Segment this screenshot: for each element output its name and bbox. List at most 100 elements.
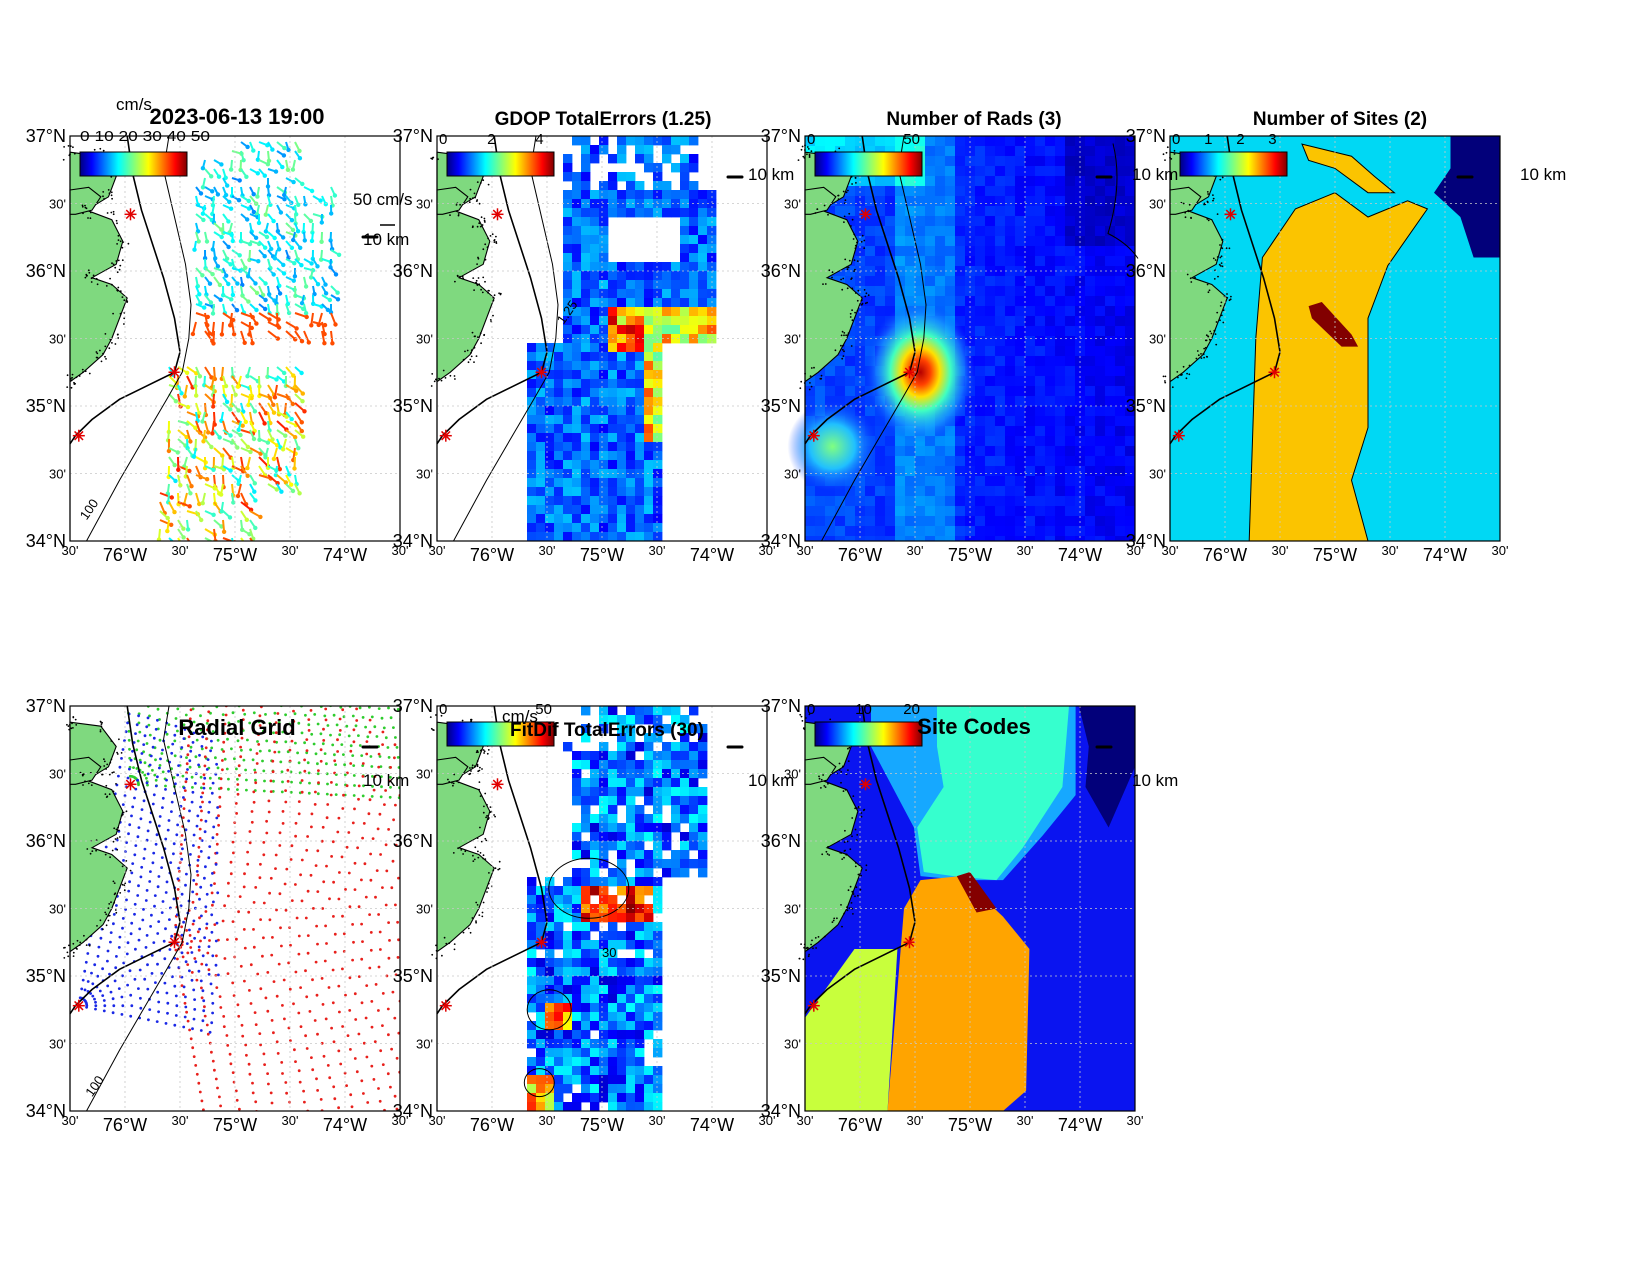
radialgrid-grid-point xyxy=(255,762,259,765)
rads-cell xyxy=(865,536,876,541)
rads-cell xyxy=(905,466,916,477)
gdop-cell xyxy=(680,334,690,344)
rads-cell xyxy=(1035,366,1046,377)
rads-cell xyxy=(805,486,816,497)
radialgrid-grid-point xyxy=(331,620,334,623)
gdop-cell xyxy=(590,208,600,218)
radialgrid-grid-point xyxy=(190,940,193,943)
radialgrid-grid-point xyxy=(153,551,156,554)
radialgrid-grid-point xyxy=(166,645,169,648)
rads-cell xyxy=(875,176,886,187)
sites-shore-dot xyxy=(1213,329,1216,332)
rads-shore-dot xyxy=(828,269,831,272)
radialgrid-grid-point xyxy=(341,603,344,606)
gdop-shore-dot xyxy=(470,351,472,354)
radialgrid-grid-point xyxy=(199,728,203,732)
velocity-vector-head xyxy=(306,340,311,345)
gdop-cell xyxy=(635,478,645,488)
gdop-shore-dot xyxy=(464,350,466,353)
radialgrid-grid-point xyxy=(300,858,304,862)
radialgrid-grid-point xyxy=(273,677,276,680)
velocity-vector-head xyxy=(245,444,251,450)
rads-shore-dot xyxy=(846,266,848,269)
radialgrid-grid-point xyxy=(389,775,392,779)
radialgrid-grid-point xyxy=(384,651,387,654)
rads-cell xyxy=(925,506,936,517)
radialgrid-grid-point xyxy=(247,571,250,574)
velocity-shore-dot xyxy=(84,206,87,209)
gdop-cell xyxy=(590,370,600,380)
gdop-cell xyxy=(563,226,573,236)
gdop-cell xyxy=(626,469,636,479)
gdop-cell xyxy=(689,181,699,191)
gdop-cell xyxy=(653,460,663,470)
velocity-shore-dot xyxy=(112,263,115,266)
gdop-cell xyxy=(644,298,654,308)
radialgrid-grid-point xyxy=(191,1046,195,1050)
gdop-cell xyxy=(599,361,609,371)
gdop-cell xyxy=(563,352,573,362)
gdop-shore-dot xyxy=(482,248,485,251)
rads-cell xyxy=(1085,456,1096,467)
radialgrid-grid-point xyxy=(370,1000,374,1003)
velocity-vector-head xyxy=(166,448,172,454)
radialgrid-grid-point xyxy=(373,669,376,672)
radialgrid-grid-point xyxy=(229,657,232,660)
rads-cell xyxy=(1065,186,1076,197)
radialgrid-grid-point xyxy=(257,567,260,570)
radialgrid-grid-point xyxy=(225,1034,229,1037)
radialgrid-grid-point xyxy=(236,788,239,791)
rads-cell xyxy=(995,296,1006,307)
gdop-cell xyxy=(599,460,609,470)
velocity-vector-head xyxy=(217,282,223,288)
radialgrid-grid-point xyxy=(205,926,209,930)
gdop-cell xyxy=(536,442,546,452)
rads-cell xyxy=(885,306,896,317)
radialgrid-grid-point xyxy=(374,634,377,637)
rads-cell xyxy=(1025,366,1036,377)
gdop-cell xyxy=(635,397,645,407)
radialgrid-grid-point xyxy=(158,738,162,742)
gdop-cell xyxy=(626,442,636,452)
gdop-cell xyxy=(635,262,645,272)
gdop-cell xyxy=(644,514,654,524)
radialgrid-grid-point xyxy=(181,816,185,819)
radialgrid-grid-point xyxy=(189,745,193,749)
velocity-shore-dot xyxy=(66,386,69,388)
rads-cell xyxy=(1045,456,1056,467)
velocity-vector-head xyxy=(188,439,193,444)
rads-cell xyxy=(1115,506,1126,517)
radialgrid-grid-point xyxy=(258,686,261,689)
rads-cell xyxy=(1105,136,1116,147)
radialgrid-grid-point xyxy=(253,1011,257,1014)
rads-cell xyxy=(885,296,896,307)
sites-shore-dot xyxy=(1190,281,1193,283)
rads-cell xyxy=(845,206,856,217)
rads-cell xyxy=(1015,156,1026,167)
gdop-cell xyxy=(644,433,654,443)
rads-cell xyxy=(985,536,996,541)
rads-shore-dot xyxy=(808,388,811,391)
radialgrid-grid-point xyxy=(325,762,328,766)
gdop-cell xyxy=(527,388,537,398)
gdop-cell xyxy=(536,451,546,461)
rads-cell xyxy=(975,146,986,157)
radialgrid-grid-point xyxy=(361,687,364,690)
sites-shore-dot xyxy=(1215,343,1218,346)
gdop-cell xyxy=(698,298,708,308)
rads-cell xyxy=(875,286,886,297)
rads-cell xyxy=(925,186,936,197)
velocity-vector-head xyxy=(221,529,227,534)
rads-cell xyxy=(1035,326,1046,337)
radialgrid-grid-point xyxy=(267,810,271,814)
rads-cell xyxy=(1045,506,1056,517)
rads-cell xyxy=(875,256,886,267)
velocity-shore-dot xyxy=(126,301,128,303)
radialgrid-grid-point xyxy=(248,1072,252,1076)
rads-cell xyxy=(985,476,996,487)
radialgrid-grid-point xyxy=(303,769,307,773)
rads-cell xyxy=(975,156,986,167)
gdop-cell xyxy=(617,199,627,209)
radialgrid-grid-point xyxy=(200,996,204,1000)
radialgrid-grid-point xyxy=(313,575,316,578)
